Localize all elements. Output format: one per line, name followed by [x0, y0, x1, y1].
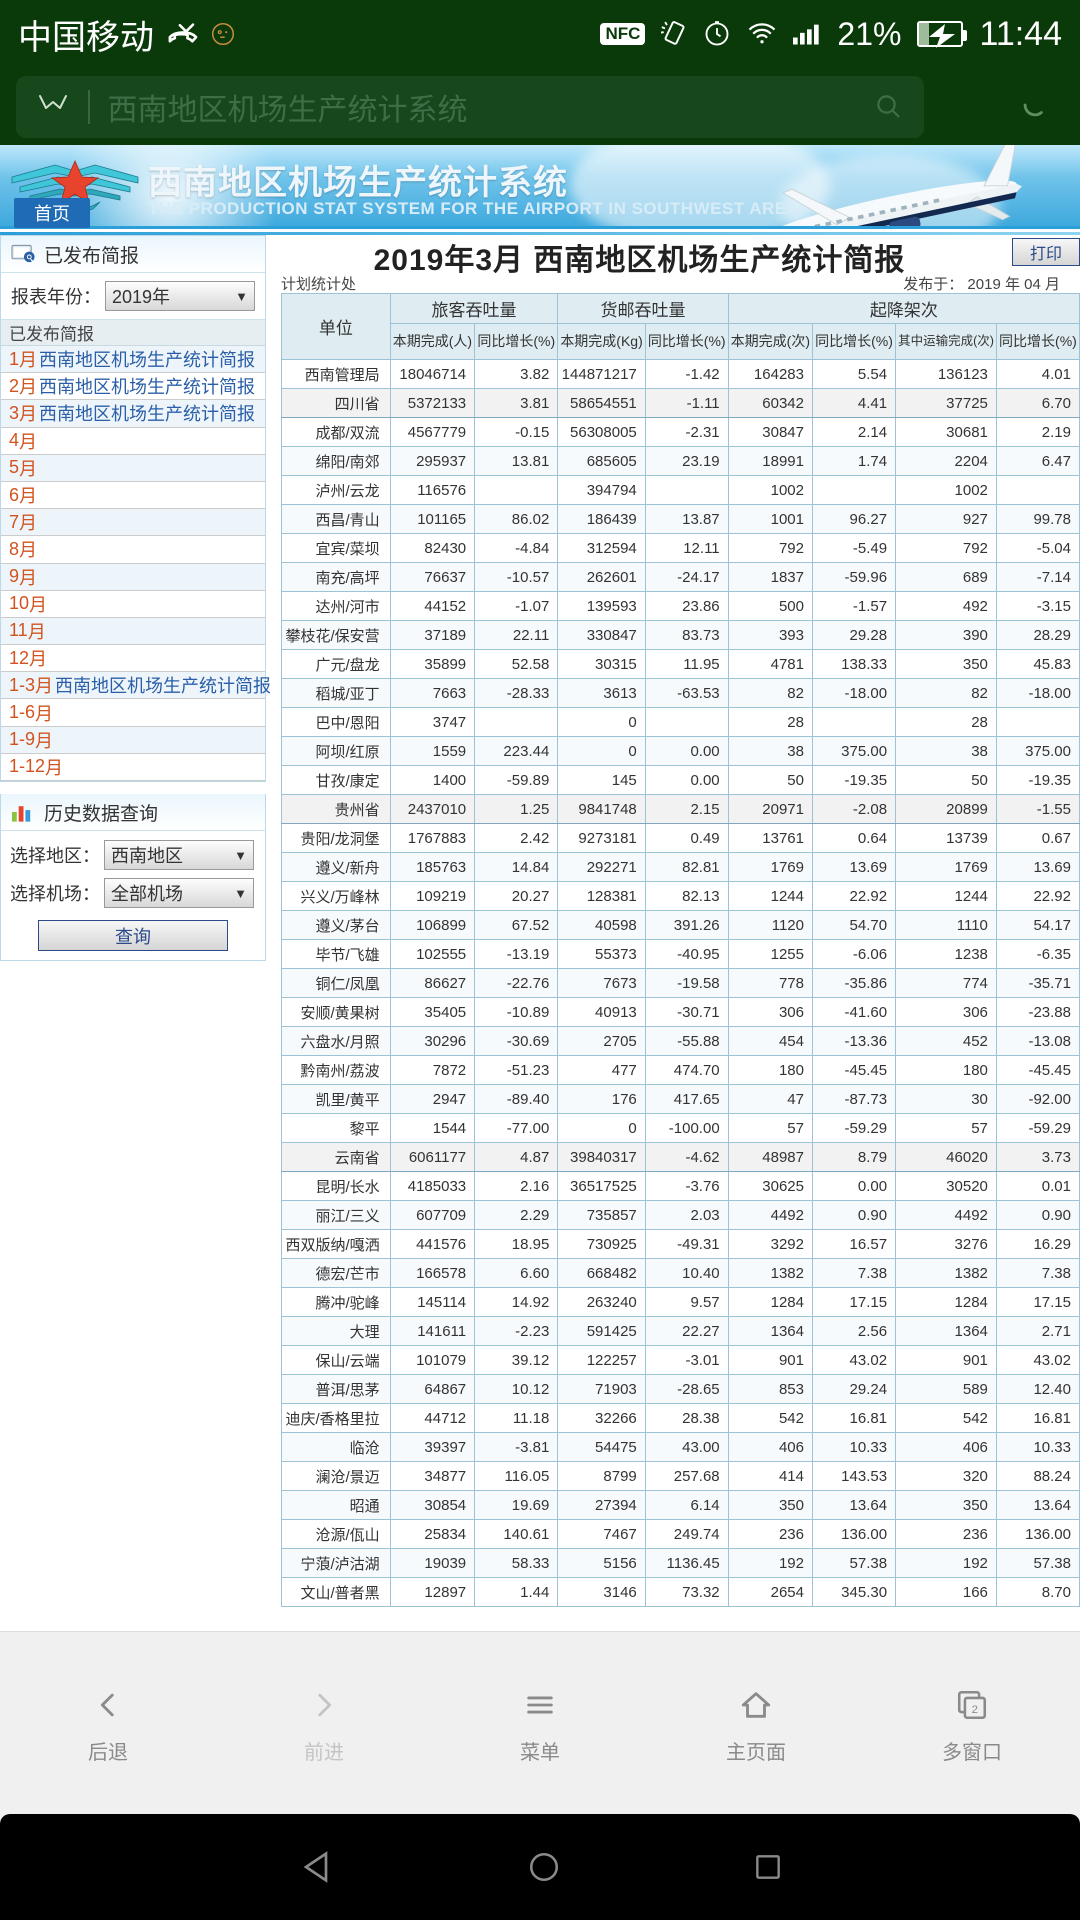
svg-text:2: 2 — [972, 1704, 978, 1716]
